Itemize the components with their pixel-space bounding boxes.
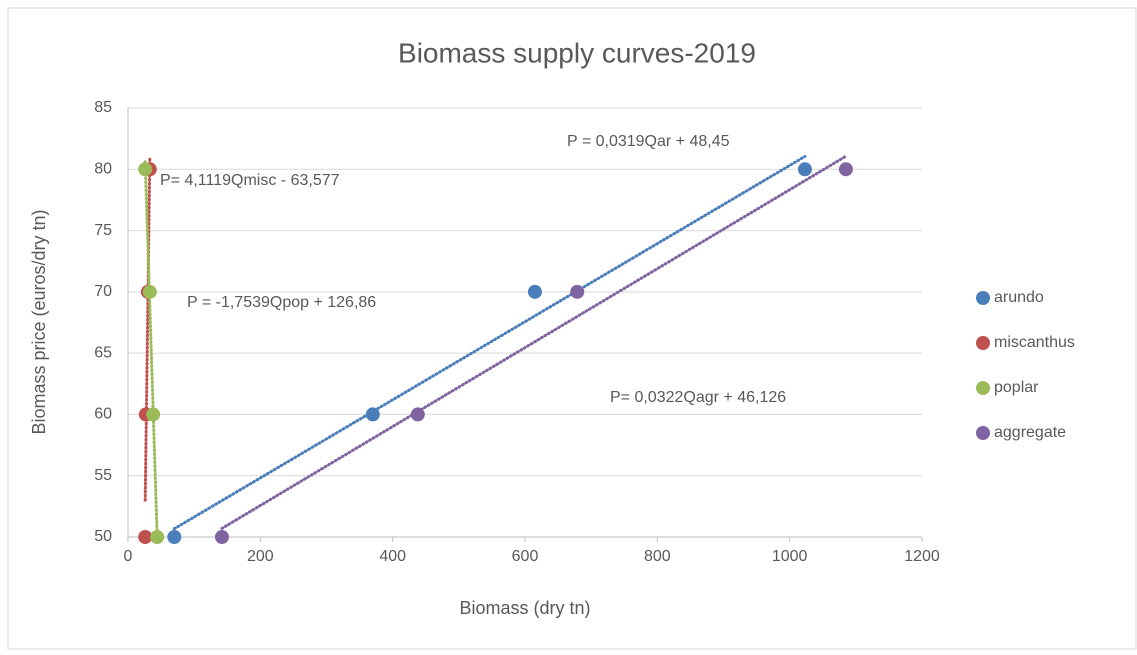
x-tick-label: 600: [512, 548, 539, 565]
point: [150, 530, 165, 544]
annotation: P= 0,0322Qagr + 46,126: [610, 389, 786, 406]
y-tick-label: 85: [94, 99, 112, 116]
x-tick-label: 1200: [904, 548, 940, 565]
y-tick-label: 55: [94, 467, 112, 484]
legend-marker: [976, 291, 990, 305]
legend-label: arundo: [994, 289, 1044, 306]
trendline: [143, 155, 152, 502]
annotation: P = -1,7539Qpop + 126,86: [187, 294, 376, 311]
x-tick-label: 200: [247, 548, 274, 565]
legend-label: aggregate: [994, 424, 1066, 441]
point: [138, 162, 153, 177]
x-axis-label: Biomass (dry tn): [459, 598, 590, 618]
x-tick-label: 1000: [772, 548, 808, 565]
trendline: [220, 154, 848, 530]
point: [365, 407, 380, 422]
point: [214, 530, 229, 544]
point: [138, 530, 153, 544]
x-tick-label: 0: [124, 548, 133, 565]
y-tick-label: 70: [94, 283, 112, 300]
x-tick-label: 800: [644, 548, 671, 565]
legend-label: miscanthus: [994, 334, 1075, 351]
y-tick-label: 80: [94, 161, 112, 178]
point: [167, 530, 182, 544]
point: [527, 284, 542, 299]
chart-title: Biomass supply curves-2019: [398, 37, 756, 68]
point: [142, 284, 157, 299]
y-tick-label: 50: [94, 528, 112, 545]
trendline: [143, 160, 159, 536]
point: [570, 284, 585, 299]
annotation: P= 4,1119Qmisc - 63,577: [160, 172, 340, 189]
point: [146, 407, 161, 422]
annotation: P = 0,0319Qar + 48,45: [567, 133, 730, 150]
point: [838, 162, 853, 177]
chart-frame: [7, 7, 1137, 650]
legend-label: poplar: [994, 379, 1039, 396]
legend-marker: [976, 336, 990, 350]
y-tick-label: 65: [94, 344, 112, 361]
legend-marker: [976, 426, 990, 440]
legend-marker: [976, 381, 990, 395]
y-axis-label: Biomass price (euros/dry tn): [29, 209, 49, 434]
y-tick-label: 75: [94, 222, 112, 239]
x-tick-label: 400: [379, 548, 406, 565]
trendline: [172, 154, 807, 531]
y-tick-label: 60: [94, 406, 112, 423]
point: [797, 162, 812, 177]
point: [410, 407, 425, 422]
